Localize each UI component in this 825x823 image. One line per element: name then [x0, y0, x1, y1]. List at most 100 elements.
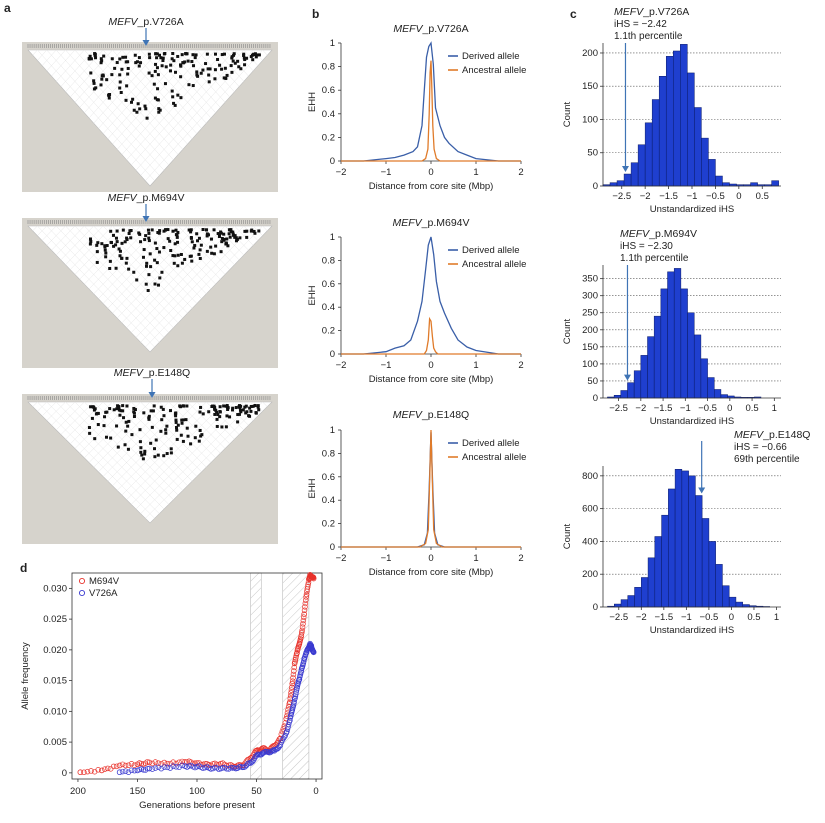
histogram-bar	[694, 107, 702, 187]
y-axis-label: EHH	[307, 92, 318, 112]
y-tick-label: 0.005	[43, 737, 67, 748]
ehh-chart-title: MEFV_p.E148Q	[393, 409, 469, 421]
data-point	[291, 668, 297, 674]
y-tick-label: 0.4	[322, 495, 335, 506]
data-point	[292, 693, 299, 699]
histogram-bar	[609, 182, 618, 187]
data-point	[146, 759, 153, 766]
data-point	[131, 767, 138, 774]
data-point	[305, 581, 311, 588]
histogram-bar	[630, 162, 639, 187]
histogram-bar	[647, 336, 655, 399]
x-tick-label: −2.5	[612, 191, 631, 202]
ld-variant-arrow-3	[148, 379, 156, 398]
legend-marker	[78, 589, 86, 597]
histogram-bar	[681, 470, 689, 608]
x-tick-label: −2	[635, 403, 646, 414]
y-tick-label: 0.4	[322, 109, 335, 120]
data-point	[294, 650, 300, 656]
histogram-bar	[771, 180, 779, 187]
histogram-bar	[673, 50, 681, 187]
histogram-bar	[750, 182, 758, 187]
ld-high-cells	[87, 52, 261, 120]
shaded-region	[282, 572, 310, 780]
legend-label: V726A	[89, 588, 118, 599]
data-point	[98, 767, 105, 774]
data-point	[119, 761, 126, 768]
data-point	[170, 763, 176, 769]
data-point	[161, 764, 168, 770]
y-tick-label: 250	[582, 308, 598, 319]
histogram-bar	[735, 601, 743, 608]
data-point	[214, 761, 220, 768]
annotation-arrow	[698, 441, 706, 494]
annotation-variant: MEFV_p.V726A	[614, 6, 689, 18]
y-tick-label: 150	[582, 81, 598, 92]
data-point	[152, 765, 159, 771]
histogram-bar	[616, 180, 625, 187]
histogram-bar	[688, 475, 696, 608]
histogram-bar	[660, 288, 668, 399]
histogram-bar	[715, 175, 723, 187]
histogram-bar	[720, 394, 728, 399]
x-tick-label: −1	[381, 553, 392, 564]
histogram-bar	[674, 469, 683, 608]
x-axis-label: Distance from core site (Mbp)	[369, 374, 494, 385]
legend-label: Ancestral allele	[462, 452, 526, 463]
histogram-bar	[715, 564, 723, 608]
data-point	[125, 769, 132, 775]
data-point	[116, 769, 123, 776]
y-tick-label: 1	[330, 425, 335, 436]
ld-variant-arrow-2	[142, 204, 150, 222]
x-tick-label: −1.5	[659, 191, 678, 202]
ihs-histogram-3: −2.5 −2 −1.5 −1 −0.5 0 0.5 1 0 200 400 600 800 Unstan…	[562, 429, 810, 636]
data-point	[301, 607, 308, 614]
histogram-bar	[701, 137, 709, 187]
data-point	[292, 659, 298, 665]
histogram-bar	[708, 159, 716, 187]
data-point	[300, 617, 307, 624]
data-point	[282, 720, 289, 726]
series-line-derived-allele	[341, 236, 521, 355]
x-tick-label: −1	[681, 612, 692, 623]
y-tick-label: 150	[582, 342, 598, 353]
ihs-histogram-2: −2.5 −2 −1.5 −1 −0.5 0 0.5 1 0 50 100 150 200 250 300 3…	[562, 228, 781, 427]
y-tick-label: 50	[587, 148, 598, 159]
series-v726a	[116, 640, 317, 776]
x-tick-label: −0.5	[698, 403, 717, 414]
y-tick-label: 0	[593, 181, 598, 192]
y-axis-label: Count	[562, 101, 573, 127]
annotation-percentile: 1.1th percentile	[614, 31, 683, 42]
ld-grid	[32, 49, 268, 181]
y-tick-label: 0.010	[43, 706, 67, 717]
data-point	[291, 664, 297, 671]
data-point	[220, 765, 226, 771]
data-point	[285, 721, 292, 728]
data-point	[269, 747, 276, 754]
y-tick-label: 1	[330, 38, 335, 49]
data-point	[302, 600, 309, 607]
y-tick-label: 0	[330, 542, 335, 553]
x-tick-label: −1	[381, 360, 392, 371]
x-tick-label: −2	[640, 191, 651, 202]
x-tick-label: 0	[736, 191, 741, 202]
x-tick-label: 0	[727, 403, 732, 414]
histogram-bar	[661, 514, 669, 608]
ehh-chart-2: MEFV_p.M694V −2 −1 0 1 2 0 0.2 0.4 0.6 0.8 1 Distanc…	[307, 217, 526, 385]
x-tick-label: 0.5	[756, 191, 769, 202]
histogram-bar	[680, 288, 688, 399]
y-tick-label: 800	[582, 471, 598, 482]
y-tick-label: 0.8	[322, 255, 335, 266]
data-point	[81, 769, 87, 776]
histogram-bar	[641, 577, 649, 608]
y-tick-label: 0.025	[43, 614, 67, 625]
histogram-bar	[695, 495, 703, 608]
histogram-bar	[640, 355, 648, 399]
x-axis-label: Distance from core site (Mbp)	[369, 181, 494, 192]
x-tick-label: 2	[518, 360, 523, 371]
x-axis-label: Generations before present	[139, 800, 255, 811]
annotation-arrow	[621, 43, 629, 173]
x-tick-label: 0	[729, 612, 734, 623]
y-tick-label: 0.6	[322, 279, 335, 290]
